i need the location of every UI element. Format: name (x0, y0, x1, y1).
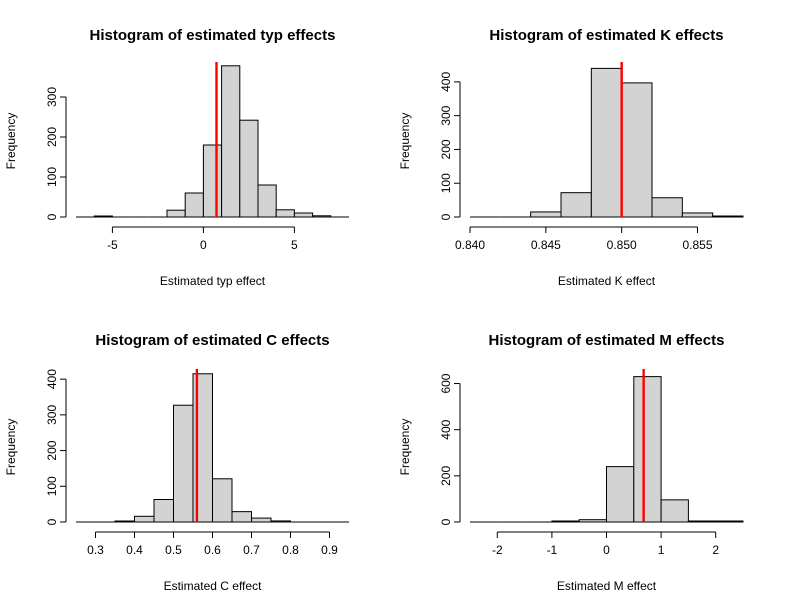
histogram-bar (239, 119, 259, 218)
x-tick-label: 0.855 (682, 238, 712, 252)
histogram-bar (257, 184, 277, 218)
y-tick-label: 300 (439, 105, 453, 125)
histogram-bar (212, 478, 233, 523)
histogram-bar (166, 209, 186, 218)
y-axis-label: Frequency (4, 113, 18, 170)
histogram-bar (590, 67, 623, 218)
x-tick-label: 0.850 (607, 238, 637, 252)
x-axis-label: Estimated K effect (558, 274, 656, 288)
y-axis-label: Frequency (398, 419, 412, 476)
y-tick-label: 200 (45, 127, 59, 147)
histogram-bar (551, 520, 580, 523)
y-tick-label: 0 (439, 518, 453, 525)
histogram-bar (173, 404, 194, 523)
x-tick-label: 5 (291, 238, 298, 252)
histogram-bar (221, 65, 241, 218)
histogram-bar (660, 499, 689, 523)
y-tick-label: 300 (45, 405, 59, 425)
y-axis-label: Frequency (4, 419, 18, 476)
histogram-bar (184, 192, 204, 218)
histogram-bar (293, 212, 314, 218)
y-tick-label: 400 (439, 419, 453, 439)
x-tick-label: 0.5 (165, 543, 182, 557)
x-tick-label: 2 (712, 543, 719, 557)
histogram-bar (681, 212, 714, 218)
x-tick-label: 0 (200, 238, 207, 252)
histogram-bar (578, 519, 608, 523)
x-tick-label: -1 (547, 543, 558, 557)
x-tick-label: 0 (603, 543, 610, 557)
y-tick-label: 300 (45, 87, 59, 107)
y-tick-label: 100 (45, 476, 59, 496)
histogram-bar (270, 520, 291, 523)
y-tick-label: 200 (45, 440, 59, 460)
y-tick-label: 400 (439, 72, 453, 92)
histogram-panel: Histogram of estimated M effects-2 -1 0 1 20… (398, 332, 744, 593)
histogram-bar (93, 215, 113, 218)
histogram-bar (530, 211, 562, 218)
chart-title: Histogram of estimated C effects (95, 332, 329, 349)
y-tick-label: 600 (439, 373, 453, 393)
y-tick-label: 200 (439, 466, 453, 486)
histogram-bar (275, 209, 295, 218)
y-tick-label: 0 (45, 518, 59, 525)
histogram-panel: Histogram of estimated typ effects -5 0 5 0 1… (4, 27, 349, 288)
histogram-bar (621, 82, 653, 218)
y-tick-label: 200 (439, 139, 453, 159)
y-tick-label: 100 (439, 173, 453, 193)
histogram-bar (231, 511, 252, 523)
x-tick-label: -2 (492, 543, 503, 557)
histogram-bar (312, 215, 332, 218)
chart-title: Histogram of estimated M effects (489, 332, 725, 349)
chart-title: Histogram of estimated typ effects (90, 27, 336, 44)
histogram-bar (606, 466, 635, 523)
histogram-bar (687, 520, 717, 523)
x-tick-label: 0.4 (126, 543, 143, 557)
y-tick-label: 400 (45, 369, 59, 389)
histogram-bar (633, 376, 662, 523)
y-tick-label: 0 (439, 213, 453, 220)
histogram-panel: Histogram of estimated K effects 0.840 0.8… (398, 27, 744, 288)
x-tick-label: 0.6 (204, 543, 221, 557)
x-tick-label: 0.845 (531, 238, 561, 252)
x-axis-label: Estimated C effect (164, 579, 262, 593)
x-tick-label: 0.840 (455, 238, 485, 252)
histogram-bar (715, 520, 744, 523)
histogram-bar (251, 517, 272, 523)
x-tick-label: 0.9 (321, 543, 338, 557)
histogram-bar (114, 520, 135, 523)
x-tick-label: 1 (658, 543, 665, 557)
histogram-bar (560, 192, 592, 218)
x-tick-label: -5 (107, 238, 118, 252)
histogram-bar (712, 215, 744, 218)
x-tick-label: 0.8 (282, 543, 299, 557)
histogram-panel: Histogram of estimated C effects 0.3 0.4 0.… (4, 332, 349, 593)
x-axis-label: Estimated M effect (557, 579, 657, 593)
chart-title: Histogram of estimated K effects (489, 27, 723, 44)
y-tick-label: 100 (45, 167, 59, 187)
y-axis-label: Frequency (398, 113, 412, 170)
histogram-bar (202, 144, 223, 218)
histogram-bar (134, 515, 155, 523)
x-tick-label: 0.7 (243, 543, 260, 557)
y-tick-label: 0 (45, 213, 59, 220)
histogram-bar (651, 197, 683, 218)
x-tick-label: 0.3 (87, 543, 104, 557)
histogram-bar (153, 499, 174, 523)
x-axis-label: Estimated typ effect (160, 274, 266, 288)
